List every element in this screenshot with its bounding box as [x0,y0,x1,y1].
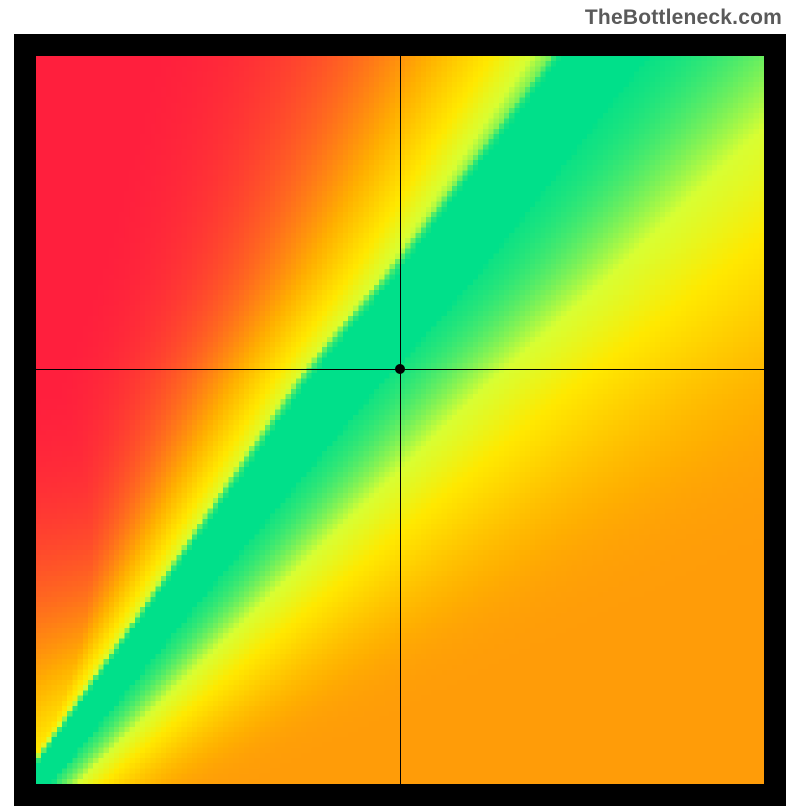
crosshair-point [395,364,405,374]
watermark-text: TheBottleneck.com [585,6,782,30]
crosshair-vertical [400,56,401,784]
plot-frame [14,34,786,806]
